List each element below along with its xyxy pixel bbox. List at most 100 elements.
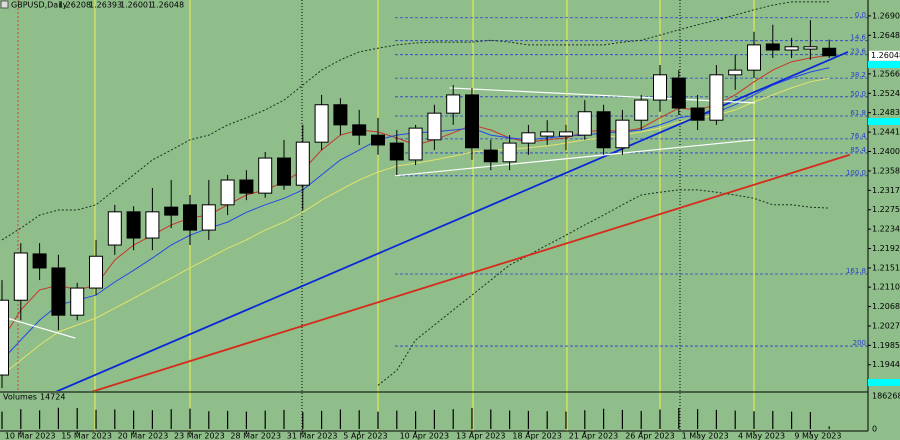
trendline: [394, 139, 755, 177]
volume-bar: [603, 408, 605, 429]
x-tick-label: 26 Apr 2023: [625, 432, 674, 440]
candle-body: [465, 94, 479, 149]
last-price: 1.26048: [871, 51, 900, 60]
volume-last: 14724: [40, 393, 65, 402]
trendline: [0, 315, 76, 339]
candle-body: [314, 104, 329, 143]
candle-body: [258, 157, 273, 194]
volume-bar: [39, 410, 41, 429]
candle-body: [408, 127, 423, 161]
volume-bar: [396, 410, 398, 429]
x-tick-label: 1 May 2023: [682, 432, 729, 440]
fib-label: 200: [853, 339, 866, 347]
candle-body: [389, 142, 404, 161]
fib-label: 76.4: [850, 132, 866, 140]
volume-bar: [170, 409, 172, 429]
candle-body: [89, 255, 103, 289]
fib-label: 50.0: [850, 90, 866, 98]
candle-body: [239, 179, 254, 194]
candle-body: [822, 47, 837, 57]
y-tick-label: 1.20685: [872, 302, 900, 311]
candle-body: [521, 132, 536, 144]
volume-bar: [452, 409, 454, 429]
level-marker: [868, 118, 900, 125]
fib-label: 85.4: [850, 146, 866, 154]
candle-body: [277, 157, 291, 186]
volume-bar: [95, 409, 97, 429]
volume-bar: [828, 426, 830, 429]
candle-body: [220, 179, 235, 206]
volume-bar: [302, 411, 304, 429]
y-tick-label: 1.20270: [872, 321, 900, 330]
volume-bar: [772, 410, 774, 429]
volume-bar: [734, 410, 736, 429]
volume-bar: [565, 411, 567, 429]
candle-body: [747, 44, 761, 71]
volume-bar: [640, 410, 642, 429]
candle-body: [201, 204, 216, 231]
y-tick-label: 1.24000: [872, 147, 900, 156]
volume-bar: [321, 410, 323, 429]
volume-bar: [57, 407, 59, 429]
x-tick-label: 20 Mar 2023: [118, 432, 169, 440]
y-tick-label: 1.21510: [872, 263, 900, 272]
y-tick-label: 1.22340: [872, 225, 900, 234]
y-tick-label: 1.19855: [872, 341, 900, 350]
header-close: 1.26048: [151, 1, 184, 10]
candle-body: [634, 99, 649, 121]
x-tick-label: 4 May 2023: [738, 432, 785, 440]
candle-body: [671, 77, 686, 109]
chart-title: GBPUSD,Daily: [11, 1, 68, 10]
candle-body: [803, 46, 818, 50]
candle-body: [446, 94, 461, 114]
axis-labels: 1.26900 1.26485 1.25660 1.25245 1.24830 1.244…: [868, 11, 900, 434]
trendline: [449, 87, 755, 104]
x-tick-label: 28 Mar 2023: [230, 432, 281, 440]
y-tick-label: 1.25660: [872, 69, 900, 78]
volume-bar: [753, 411, 755, 429]
candle-body: [765, 43, 780, 51]
volume-bar: [715, 409, 717, 429]
candle-body: [70, 287, 85, 316]
candle-body: [427, 112, 442, 141]
candle-body: [653, 74, 667, 101]
y-tick-label: 1.23170: [872, 186, 900, 195]
candle-body: [145, 211, 160, 239]
candle-body: [32, 253, 47, 269]
y-tick-label: 1.23585: [872, 166, 900, 175]
fib-label: 38.2: [850, 71, 866, 79]
volume-bar: [791, 411, 793, 429]
y-tick-label: 1.25245: [872, 89, 900, 98]
y-tick-label: 1.24830: [872, 108, 900, 117]
volume-bar: [584, 410, 586, 429]
trendline: [91, 153, 851, 391]
header-open: 1.26208: [58, 1, 91, 10]
y-tick-label: 1.26485: [872, 31, 900, 40]
volume-bar: [20, 409, 22, 429]
candle-body: [295, 141, 310, 186]
candle-body: [13, 252, 28, 301]
fib-label: 61.8: [850, 109, 866, 117]
candle-body: [371, 134, 385, 146]
volume-bar: [189, 408, 191, 429]
level-marker: [868, 61, 900, 68]
x-tick-label: 21 Apr 2023: [569, 432, 618, 440]
volume-bar: [546, 411, 548, 429]
volume-bar: [283, 409, 285, 429]
volume-bar: [527, 410, 529, 429]
volume-tick-label: 186268: [872, 392, 900, 401]
x-tick-label: 13 Apr 2023: [456, 432, 505, 440]
volume-bar: [433, 409, 435, 429]
x-tick-label: 18 Apr 2023: [512, 432, 561, 440]
volume-bar: [358, 410, 360, 429]
candle-body: [333, 104, 348, 126]
plot: 0.0 14.6 23.6 38.2 50.0 61.8 76.4 85.4 100.0 161.…: [0, 1, 868, 391]
candle-body: [615, 119, 630, 149]
candle-body: [502, 142, 517, 163]
candle-body: [126, 211, 141, 239]
volume-bar: [509, 410, 511, 429]
volume-bar: [151, 410, 153, 429]
candle-body: [183, 204, 197, 231]
volume-bar: [809, 411, 811, 429]
volume-bar: [133, 410, 135, 429]
